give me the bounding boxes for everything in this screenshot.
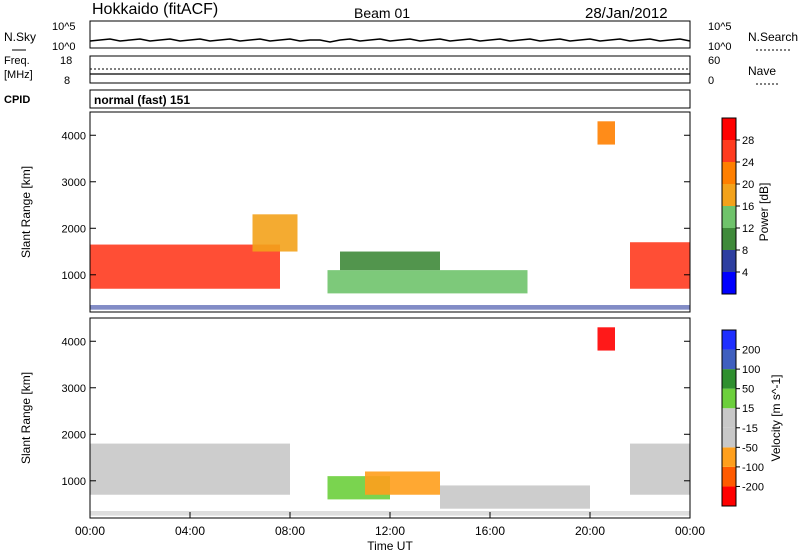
velocity-colorbar-label: Velocity [m s^-1] <box>769 375 783 462</box>
power-colorbar-label: Power [dB] <box>757 183 771 242</box>
colorbar-tick-label: 4 <box>742 267 748 279</box>
colorbar-tick-label: 15 <box>742 403 754 415</box>
noise-left-label: N.Sky <box>4 30 36 44</box>
velocity-colorbar-swatch <box>722 466 736 487</box>
velocity-colorbar-swatch <box>722 388 736 409</box>
power-region <box>327 270 528 294</box>
x-axis-ticks: 00:00 04:00 08:00 12:00 16:00 20:00 00:00 <box>75 512 705 538</box>
cpid-label: CPID <box>4 94 30 106</box>
velocity-region <box>365 471 440 495</box>
cpid-panel-frame <box>89 89 691 109</box>
colorbar-tick-label: 20 <box>742 179 754 191</box>
power-colorbar-swatch <box>722 140 736 162</box>
noise-sky-line <box>89 38 691 43</box>
y-tick-label: 2000 <box>62 223 86 235</box>
y-tick-label: 3000 <box>62 383 86 395</box>
colorbar-tick-label: -100 <box>742 462 764 474</box>
power-ylabel: Slant Range [km] <box>19 166 33 258</box>
colorbar-tick-label: 200 <box>742 345 760 357</box>
power-region <box>630 242 690 289</box>
power-region <box>340 251 440 271</box>
freq-right-tick-bottom: 0 <box>708 75 714 87</box>
colorbar-tick-label: 16 <box>742 201 754 213</box>
colorbar-tick-label: 24 <box>742 157 754 169</box>
noise-right-tick-top: 10^5 <box>708 21 732 33</box>
noise-right-label: N.Search <box>748 30 798 44</box>
y-tick-label: 1000 <box>62 476 86 488</box>
y-tick-label: 4000 <box>62 130 86 142</box>
x-tick-label: 04:00 <box>175 524 205 538</box>
date-title: 28/Jan/2012 <box>585 5 668 22</box>
power-colorbar-swatch <box>722 228 736 250</box>
velocity-colorbar-frame <box>721 329 737 507</box>
power-colorbar-swatch <box>722 184 736 206</box>
x-axis-label: Time UT <box>367 539 413 553</box>
noise-panel-frame <box>89 20 691 49</box>
power-colorbar-swatch <box>722 272 736 294</box>
noise-left-tick-top: 10^5 <box>52 21 76 33</box>
y-tick-label: 1000 <box>62 270 86 282</box>
freq-left-tick-bottom: 8 <box>64 75 70 87</box>
colorbar-tick-label: 12 <box>742 223 754 235</box>
power-panel-frame <box>89 111 691 313</box>
x-tick-label: 08:00 <box>275 524 305 538</box>
freq-left-tick-top: 18 <box>60 55 72 67</box>
power-colorbar-swatch <box>722 162 736 184</box>
velocity-heatmap <box>90 327 690 516</box>
y-tick-label: 2000 <box>62 429 86 441</box>
colorbar-tick-label: 50 <box>742 384 754 396</box>
beam-title: Beam 01 <box>354 5 410 21</box>
velocity-colorbar-swatch <box>722 427 736 448</box>
colorbar-tick-label: -15 <box>742 423 758 435</box>
velocity-region <box>440 485 590 509</box>
colorbar-tick-label: -200 <box>742 481 764 493</box>
velocity-colorbar-swatch <box>722 369 736 389</box>
freq-right-tick-top: 60 <box>708 55 720 67</box>
power-colorbar-swatch <box>722 206 736 228</box>
velocity-colorbar: 200 100 50 15 -15 -50 -100 -200 <box>721 329 764 507</box>
noise-trace <box>89 38 691 43</box>
freq-label-line2: [MHz] <box>4 69 33 81</box>
velocity-region <box>90 443 290 495</box>
power-region <box>90 244 280 289</box>
y-tick-label: 4000 <box>62 336 86 348</box>
velocity-yticks: 1000 2000 3000 4000 <box>62 336 690 488</box>
velocity-colorbar-swatch <box>722 408 736 428</box>
power-heatmap <box>90 121 690 310</box>
power-colorbar-swatch <box>722 118 736 140</box>
colorbar-tick-label: 28 <box>742 135 754 147</box>
power-colorbar: 4 8 12 16 20 24 28 <box>721 117 754 295</box>
power-colorbar-swatch <box>722 250 736 272</box>
velocity-ylabel: Slant Range [km] <box>19 372 33 464</box>
cpid-value: normal (fast) 151 <box>94 93 190 107</box>
x-tick-label: 12:00 <box>375 524 405 538</box>
velocity-colorbar-swatch <box>722 330 736 350</box>
noise-right-tick-bottom: 10^0 <box>708 41 732 53</box>
nave-label: Nave <box>748 64 776 78</box>
station-title: Hokkaido (fitACF) <box>92 1 218 18</box>
y-tick-label: 3000 <box>62 177 86 189</box>
x-tick-label: 00:00 <box>675 524 705 538</box>
x-tick-label: 20:00 <box>575 524 605 538</box>
colorbar-tick-label: -50 <box>742 442 758 454</box>
freq-label-line1: Freq. <box>4 55 30 67</box>
power-region <box>252 214 298 252</box>
power-region <box>597 121 615 145</box>
velocity-colorbar-swatch <box>722 486 736 506</box>
colorbar-tick-label: 8 <box>742 245 748 257</box>
velocity-colorbar-swatch <box>722 349 736 370</box>
x-tick-label: 16:00 <box>475 524 505 538</box>
colorbar-tick-label: 100 <box>742 364 760 376</box>
velocity-region <box>630 443 690 495</box>
x-tick-label: 00:00 <box>75 524 105 538</box>
velocity-colorbar-swatch <box>722 447 736 467</box>
power-yticks: 1000 2000 3000 4000 <box>62 130 690 282</box>
velocity-region <box>597 327 615 351</box>
noise-left-tick-bottom: 10^0 <box>52 41 76 53</box>
power-near-range-strip <box>90 305 690 310</box>
